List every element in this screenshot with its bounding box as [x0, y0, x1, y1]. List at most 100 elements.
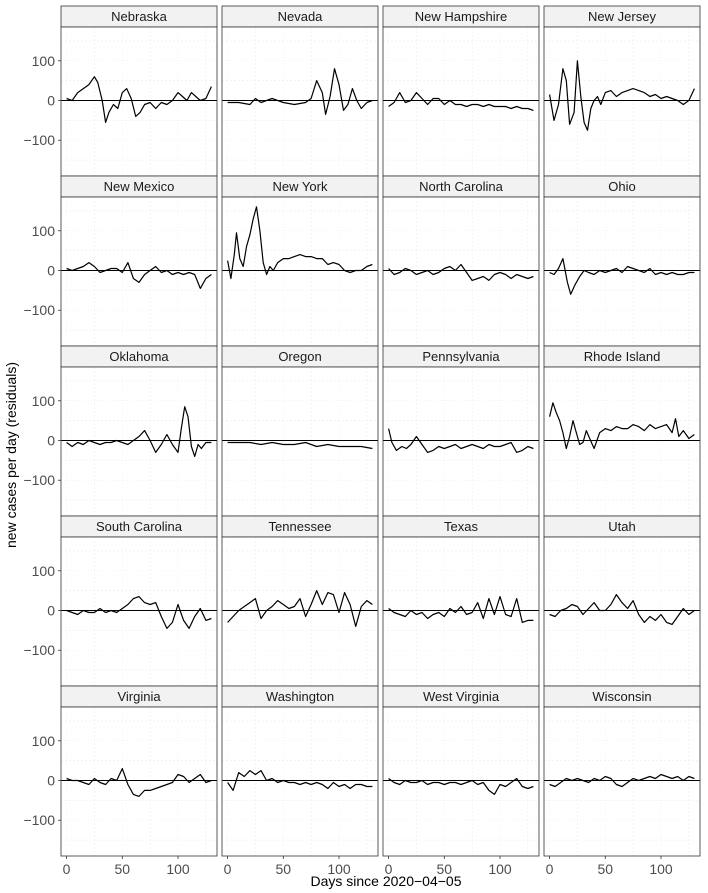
series-line — [227, 769, 373, 792]
facet-panel: New Mexico — [60, 175, 218, 347]
facet-strip-label: Virginia — [117, 689, 161, 704]
facet-panel: Nebraska — [60, 5, 218, 177]
x-tick-label: 0 — [224, 861, 232, 877]
facet-panel: Texas — [382, 515, 540, 687]
x-tick-label: 0 — [546, 861, 554, 877]
x-tick-label: 50 — [597, 861, 613, 877]
series-line — [227, 589, 373, 628]
facet-panel: Washington — [221, 685, 379, 857]
plot-area — [222, 367, 378, 516]
facet-panel: West Virginia — [382, 685, 540, 857]
plot-area — [61, 707, 217, 856]
x-tick-label: 0 — [63, 861, 71, 877]
facet-strip-label: New Mexico — [104, 179, 175, 194]
facet-panel: North Carolina — [382, 175, 540, 347]
y-tick-label: 100 — [32, 53, 56, 69]
x-tick-label: 100 — [327, 861, 351, 877]
series-line — [549, 258, 695, 295]
facet-strip-label: Washington — [266, 689, 334, 704]
facet-panel: New Hampshire — [382, 5, 540, 177]
plot-area — [544, 27, 700, 176]
y-tick-labels: −100 0 100 −100 0 100 −100 0 100 −100 0 100 −100 0 100 — [23, 53, 61, 828]
y-tick-label: 100 — [32, 393, 56, 409]
panel-border — [543, 706, 701, 857]
facet-panel: Oklahoma — [60, 345, 218, 517]
y-tick-label: 0 — [47, 773, 55, 789]
facet-panels: Nebraska Nevada New Hampshire New Jersey New… — [60, 5, 701, 857]
plot-area — [544, 707, 700, 856]
y-tick-label: −100 — [23, 642, 55, 658]
facet-strip-label: Ohio — [608, 179, 635, 194]
series-line — [66, 76, 212, 124]
facet-strip-label: North Carolina — [419, 179, 504, 194]
facet-strip-label: New Hampshire — [415, 9, 507, 24]
facet-strip-label: South Carolina — [96, 519, 183, 534]
series-line — [66, 595, 212, 630]
plot-area — [383, 367, 539, 516]
facet-panel: South Carolina — [60, 515, 218, 687]
y-tick-label: −100 — [23, 132, 55, 148]
facet-panel: Wisconsin — [543, 685, 701, 857]
y-tick-label: 100 — [32, 223, 56, 239]
series-line — [549, 773, 695, 788]
facet-strip-label: New York — [273, 179, 328, 194]
series-line — [388, 91, 534, 111]
facet-panel: Tennessee — [221, 515, 379, 687]
y-tick-label: −100 — [23, 302, 55, 318]
series-line — [66, 262, 212, 289]
x-tick-label: 100 — [649, 861, 673, 877]
plot-area — [61, 197, 217, 346]
y-axis-title: new cases per day (residuals) — [3, 362, 19, 548]
plot-area — [61, 27, 217, 176]
x-tick-label: 50 — [436, 861, 452, 877]
facet-strip-label: West Virginia — [423, 689, 500, 704]
facet-strip-label: Rhode Island — [584, 349, 661, 364]
series-line — [549, 402, 695, 450]
y-tick-label: 100 — [32, 563, 56, 579]
x-tick-label: 100 — [488, 861, 512, 877]
facet-panel: Nevada — [221, 5, 379, 177]
x-tick-label: 100 — [166, 861, 190, 877]
facet-strip-label: Texas — [444, 519, 478, 534]
facet-strip-label: Nebraska — [111, 9, 167, 24]
facet-strip-label: Oregon — [278, 349, 321, 364]
plot-area — [222, 537, 378, 686]
facet-panel: Oregon — [221, 345, 379, 517]
facet-strip-label: New Jersey — [588, 9, 656, 24]
series-line — [388, 263, 534, 281]
series-line — [388, 595, 534, 624]
series-line — [549, 60, 695, 131]
series-line — [66, 767, 212, 798]
plot-area — [544, 537, 700, 686]
y-tick-label: 0 — [47, 433, 55, 449]
y-tick-label: 0 — [47, 603, 55, 619]
facet-panel: New York — [221, 175, 379, 347]
facet-panel: Rhode Island — [543, 345, 701, 517]
y-tick-label: 0 — [47, 93, 55, 109]
facet-strip-label: Pennsylvania — [422, 349, 500, 364]
series-line — [388, 428, 534, 453]
x-axis-title: Days since 2020−04−05 — [311, 873, 462, 889]
facet-panel: Ohio — [543, 175, 701, 347]
x-tick-label: 50 — [114, 861, 130, 877]
x-tick-labels: 0 50 100 0 50 100 0 50 100 0 50 100 — [63, 856, 673, 877]
y-tick-label: −100 — [23, 472, 55, 488]
plot-area — [544, 197, 700, 346]
series-line — [227, 68, 373, 116]
series-line — [227, 206, 373, 280]
facet-panel: Virginia — [60, 685, 218, 857]
facet-panel: New Jersey — [543, 5, 701, 177]
plot-area — [61, 367, 217, 516]
facet-panel: Pennsylvania — [382, 345, 540, 517]
facet-strip-label: Wisconsin — [592, 689, 651, 704]
y-tick-label: −100 — [23, 812, 55, 828]
panel-border — [382, 706, 540, 857]
y-tick-label: 100 — [32, 733, 56, 749]
x-tick-label: 0 — [385, 861, 393, 877]
plot-area — [383, 537, 539, 686]
series-line — [549, 593, 695, 626]
plot-area — [222, 27, 378, 176]
plot-area — [222, 707, 378, 856]
x-tick-label: 50 — [275, 861, 291, 877]
